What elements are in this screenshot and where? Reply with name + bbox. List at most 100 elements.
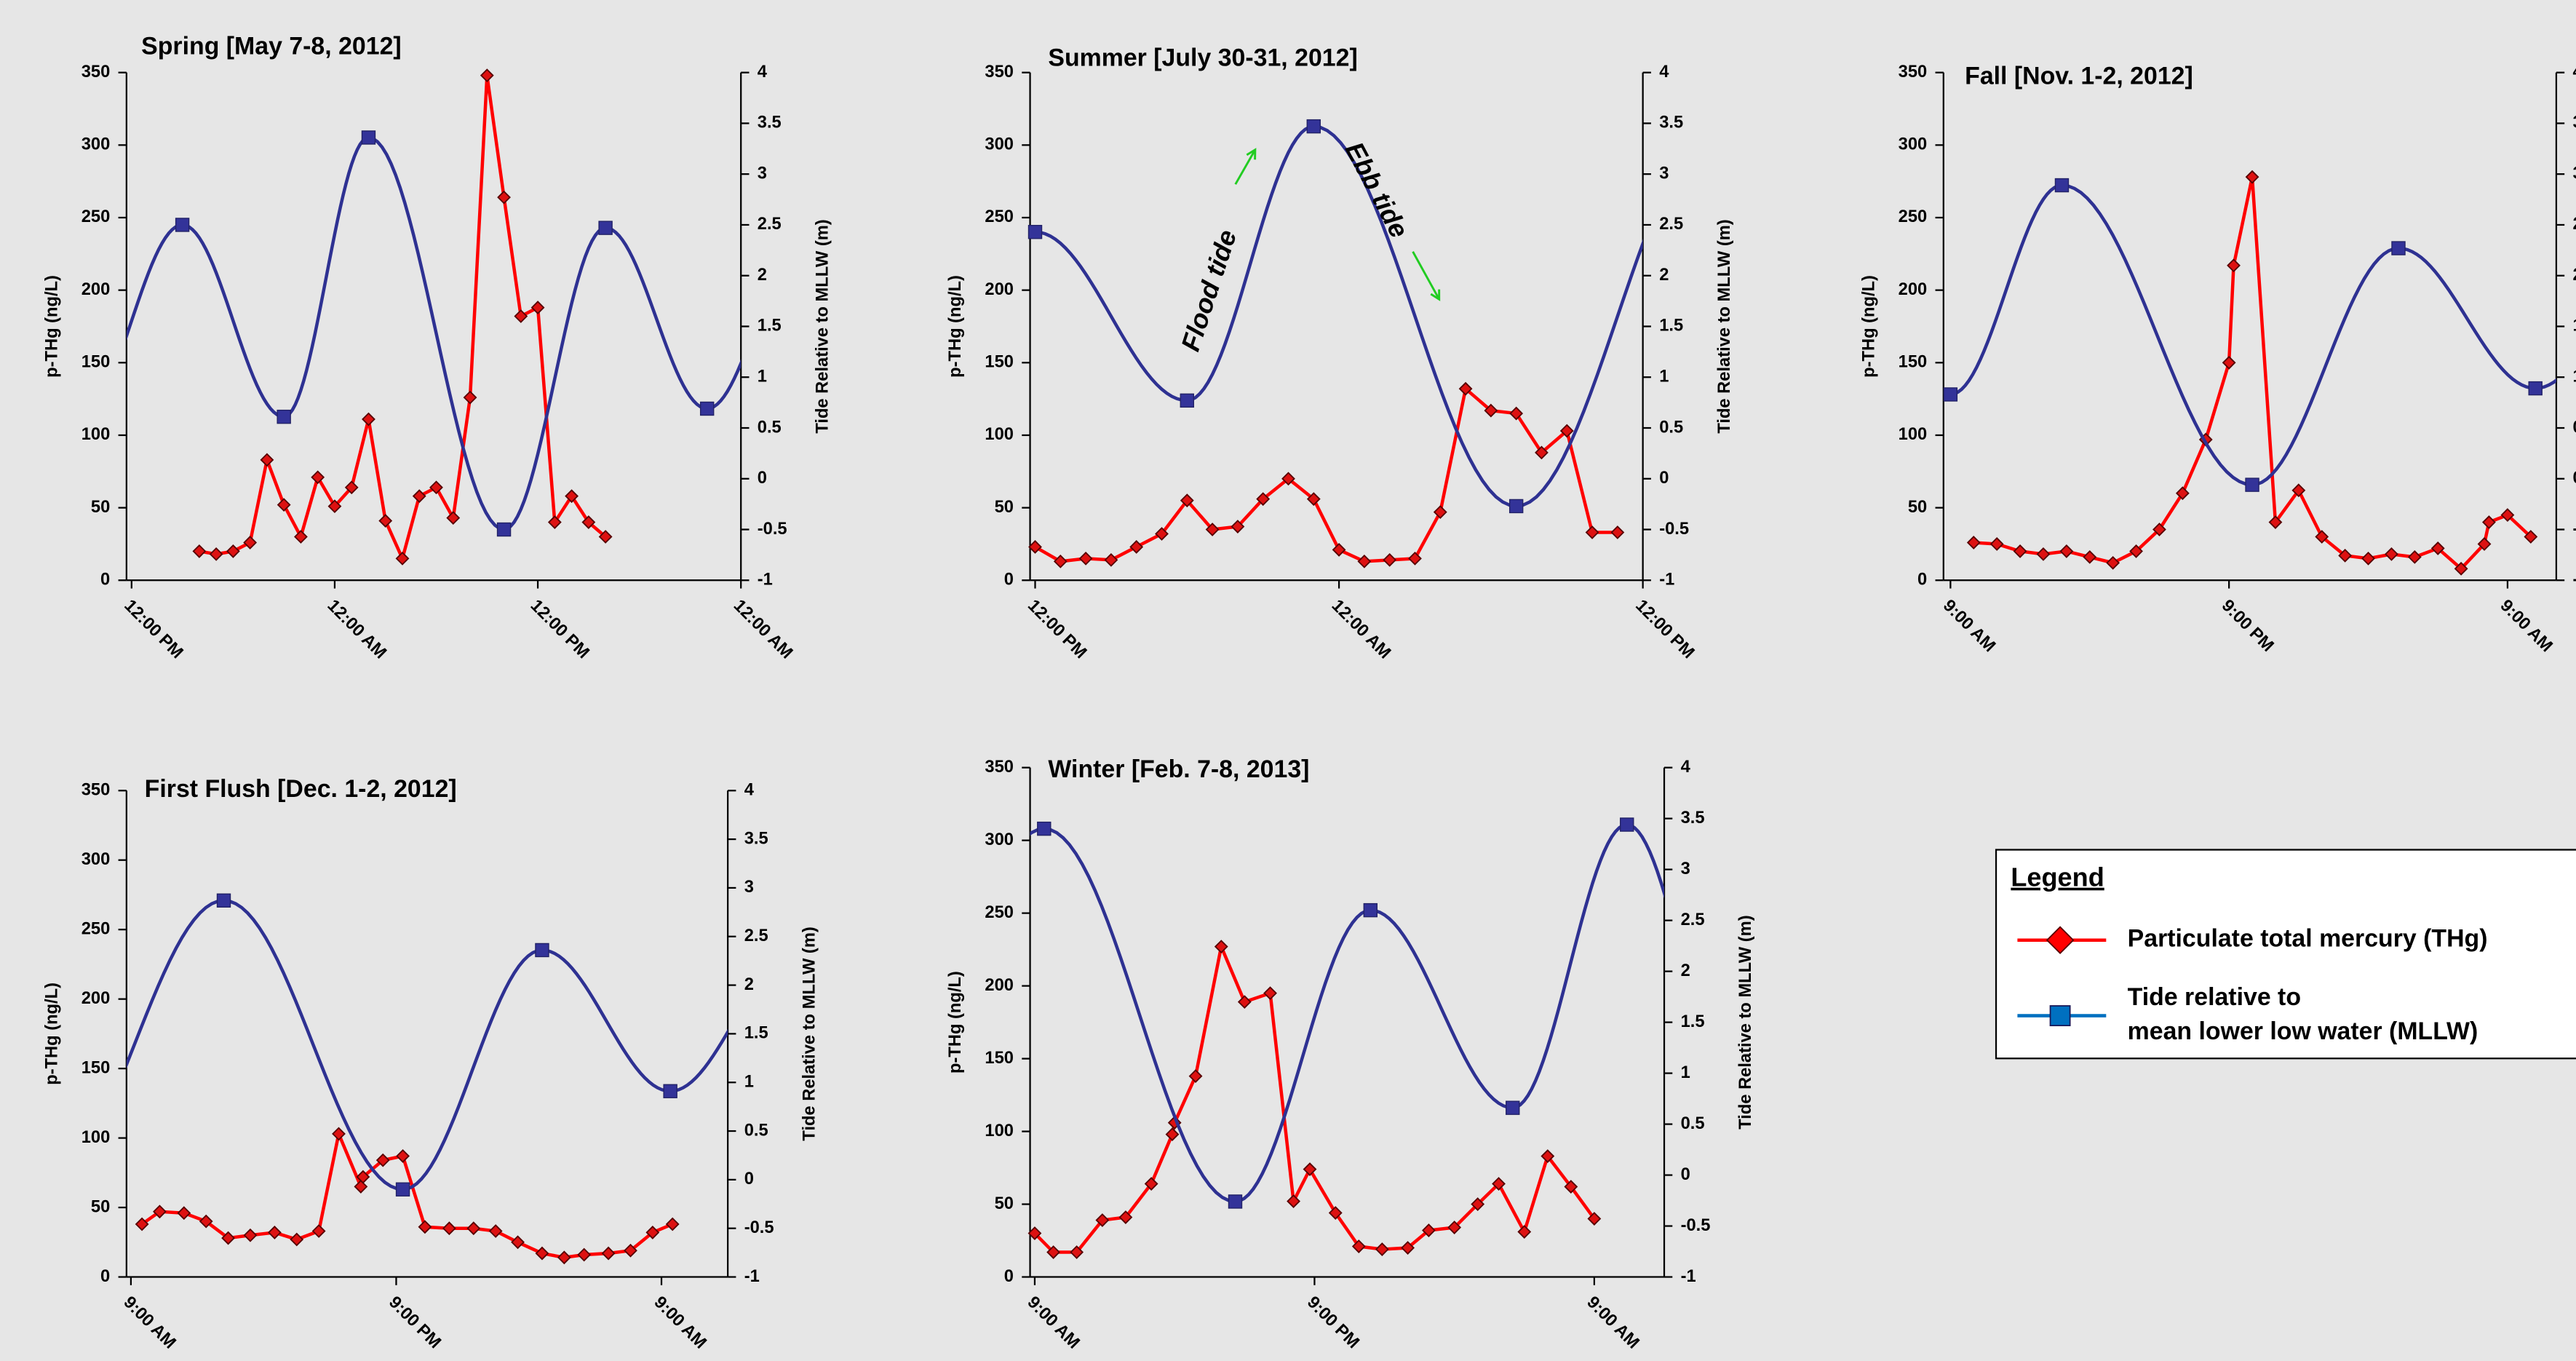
data-point bbox=[1943, 387, 1958, 402]
data-point bbox=[429, 480, 443, 495]
data-point bbox=[1027, 225, 1043, 239]
y2-tick-label: 2.5 bbox=[1681, 910, 1705, 929]
y2-tick-label: 2 bbox=[1681, 961, 1690, 980]
data-point bbox=[361, 130, 376, 145]
data-point bbox=[1144, 1177, 1158, 1191]
data-point bbox=[2315, 530, 2329, 544]
data-point bbox=[311, 1224, 326, 1238]
y-tick-label: 350 bbox=[985, 63, 1014, 82]
data-point bbox=[356, 1170, 370, 1184]
data-point bbox=[2227, 258, 2241, 273]
legend-title: Legend bbox=[2011, 862, 2104, 892]
data-point bbox=[496, 522, 512, 537]
data-point bbox=[277, 498, 291, 512]
data-point bbox=[1351, 1239, 1366, 1253]
y-tick-label: 50 bbox=[91, 1197, 110, 1216]
y2-tick-label: 3 bbox=[744, 878, 754, 897]
y-tick-label: 200 bbox=[985, 976, 1014, 995]
y2-tick-label: 4 bbox=[1659, 63, 1669, 82]
data-point bbox=[2291, 483, 2306, 498]
y2-tick-label: -1 bbox=[1681, 1267, 1696, 1286]
data-point bbox=[2129, 544, 2143, 558]
series-line bbox=[1030, 124, 1643, 508]
annotation-arrow bbox=[1234, 149, 1257, 185]
y-tick-label: 250 bbox=[82, 919, 111, 938]
y2-tick-label: 0.5 bbox=[1659, 418, 1683, 437]
y2-tick-label: -1 bbox=[758, 571, 773, 590]
data-point bbox=[1375, 1242, 1389, 1256]
data-point bbox=[1070, 1245, 1084, 1259]
data-point bbox=[1306, 492, 1321, 507]
data-point bbox=[2268, 515, 2283, 529]
data-point bbox=[216, 893, 231, 908]
y2-axis-title: Tide Relative to MLLW (m) bbox=[1736, 915, 1755, 1129]
data-point bbox=[243, 536, 258, 549]
data-point bbox=[332, 1127, 346, 1141]
y-tick-label: 300 bbox=[82, 850, 111, 869]
y2-tick-label: 3.5 bbox=[758, 114, 782, 132]
data-point bbox=[1535, 445, 1549, 460]
data-point bbox=[446, 511, 461, 525]
data-point bbox=[565, 489, 579, 504]
chart-title: Fall [Nov. 1-2, 2012] bbox=[1965, 62, 2193, 90]
data-point bbox=[1363, 902, 1378, 918]
data-point bbox=[1165, 1127, 1180, 1141]
data-point bbox=[1433, 505, 1447, 520]
data-point bbox=[135, 1217, 149, 1231]
data-point bbox=[2528, 381, 2543, 396]
y-tick-label: 200 bbox=[1899, 280, 1928, 299]
y-tick-label: 50 bbox=[995, 1194, 1014, 1213]
data-point bbox=[327, 499, 342, 514]
data-point bbox=[1129, 540, 1144, 554]
data-point bbox=[1509, 406, 1524, 421]
data-point bbox=[1408, 551, 1422, 566]
y-tick-label: 300 bbox=[1899, 135, 1928, 154]
data-point bbox=[2083, 549, 2097, 564]
y-tick-label: 150 bbox=[985, 1049, 1014, 1068]
data-point bbox=[1287, 1194, 1300, 1208]
data-point bbox=[1028, 540, 1042, 554]
y2-tick-label: 1 bbox=[1659, 368, 1669, 386]
y2-tick-label: 0 bbox=[1681, 1165, 1690, 1184]
data-point bbox=[1559, 424, 1574, 438]
y-tick-label: 50 bbox=[1908, 498, 1927, 517]
y-tick-label: 350 bbox=[82, 63, 111, 82]
chart-title: Winter [Feb. 7-8, 2013] bbox=[1048, 755, 1309, 783]
y2-tick-label: 4 bbox=[744, 781, 755, 800]
data-point bbox=[624, 1243, 637, 1258]
y2-tick-label: -0.5 bbox=[1659, 520, 1689, 539]
y-axis-title: p-THg (ng/L) bbox=[946, 275, 965, 378]
y-tick-label: 250 bbox=[985, 903, 1014, 922]
y-tick-label: 100 bbox=[1899, 425, 1928, 444]
data-point bbox=[598, 530, 613, 544]
data-point bbox=[175, 218, 190, 232]
y-tick-label: 100 bbox=[82, 425, 111, 444]
data-point bbox=[2059, 544, 2074, 558]
data-point bbox=[1332, 543, 1346, 557]
data-point bbox=[1118, 1210, 1133, 1224]
data-point bbox=[1564, 1180, 1578, 1194]
y2-tick-label: 1.5 bbox=[744, 1024, 768, 1043]
data-point bbox=[2338, 548, 2353, 563]
data-point bbox=[2222, 355, 2236, 370]
data-point bbox=[1506, 1100, 1520, 1115]
y2-tick-label: 2.5 bbox=[744, 926, 768, 945]
data-point bbox=[1401, 1241, 1415, 1255]
chart-title: Spring [May 7-8, 2012] bbox=[141, 33, 402, 60]
y-tick-label: 250 bbox=[985, 207, 1014, 226]
data-point bbox=[2407, 549, 2422, 564]
y2-tick-label: 4 bbox=[758, 63, 768, 82]
data-point bbox=[601, 1246, 616, 1261]
data-point bbox=[1228, 1194, 1243, 1209]
data-point bbox=[1484, 403, 1498, 418]
data-point bbox=[1447, 1221, 1462, 1234]
y2-tick-label: 0 bbox=[1659, 469, 1669, 488]
y-axis-title: p-THg (ng/L) bbox=[43, 275, 62, 378]
y-axis-title: p-THg (ng/L) bbox=[1859, 275, 1878, 378]
y2-tick-label: 1 bbox=[744, 1072, 754, 1091]
data-point bbox=[2430, 541, 2445, 555]
legend-label: Particulate total mercury (THg) bbox=[2128, 925, 2488, 953]
y2-tick-label: 3 bbox=[1659, 164, 1669, 183]
